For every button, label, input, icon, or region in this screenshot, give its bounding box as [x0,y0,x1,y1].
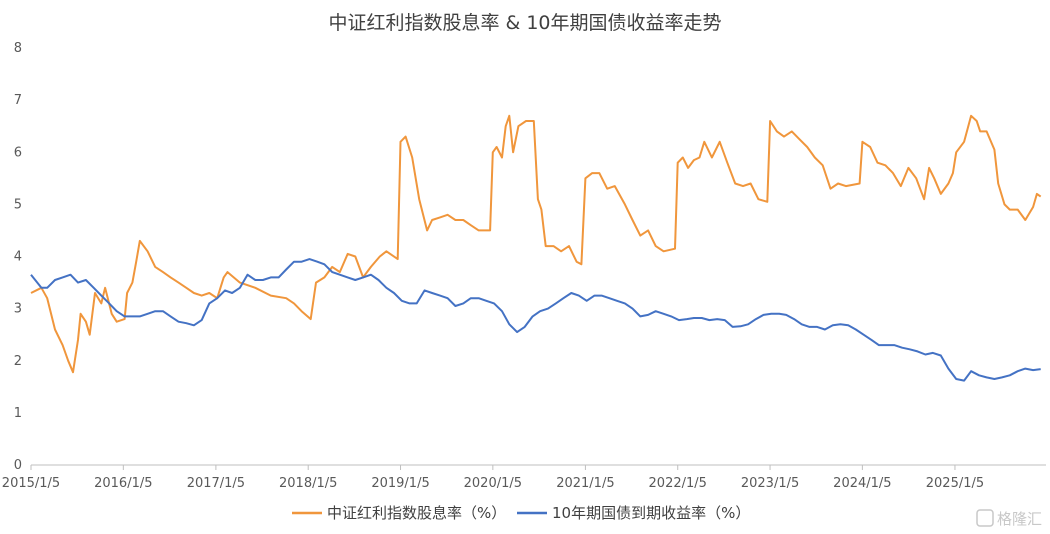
y-tick-label: 6 [14,145,22,160]
gelonghui-logo-icon [976,509,994,527]
x-tick-label: 2022/1/5 [649,476,707,491]
x-tick-label: 2015/1/5 [2,476,60,491]
plot-area [30,114,1042,382]
legend-label: 中证红利指数股息率（%） [327,504,506,522]
x-tick-label: 2024/1/5 [833,476,891,491]
y-tick-label: 7 [14,93,22,108]
series-line-2 [30,258,1041,382]
x-axis: 2015/1/5 2016/1/5 2017/1/5 2018/1/5 2019/1/5… [2,465,984,491]
legend: 中证红利指数股息率（%） 10年期国债到期收益率（%） [292,504,750,522]
y-axis: 0 1 2 3 4 5 6 7 8 [14,41,22,473]
y-tick-label: 1 [14,406,22,421]
x-tick-label: 2019/1/5 [371,476,429,491]
y-tick-label: 8 [14,41,22,56]
y-tick-label: 3 [14,302,22,317]
series-line-1 [30,114,1042,374]
x-tick-label: 2017/1/5 [187,476,245,491]
chart-title: 中证红利指数股息率 & 10年期国债收益率走势 [328,12,721,34]
x-tick-label: 2020/1/5 [464,476,522,491]
y-tick-label: 4 [14,250,22,265]
x-tick-label: 2025/1/5 [926,476,984,491]
y-tick-label: 2 [14,354,22,369]
y-tick-label: 0 [14,458,22,473]
y-tick-label: 5 [14,197,22,212]
x-tick-label: 2021/1/5 [556,476,614,491]
x-tick-label: 2023/1/5 [741,476,799,491]
watermark: 格隆汇 [976,509,1042,528]
legend-label: 10年期国债到期收益率（%） [552,504,750,522]
x-tick-label: 2016/1/5 [94,476,152,491]
watermark-text: 格隆汇 [997,510,1042,528]
x-tick-label: 2018/1/5 [279,476,337,491]
